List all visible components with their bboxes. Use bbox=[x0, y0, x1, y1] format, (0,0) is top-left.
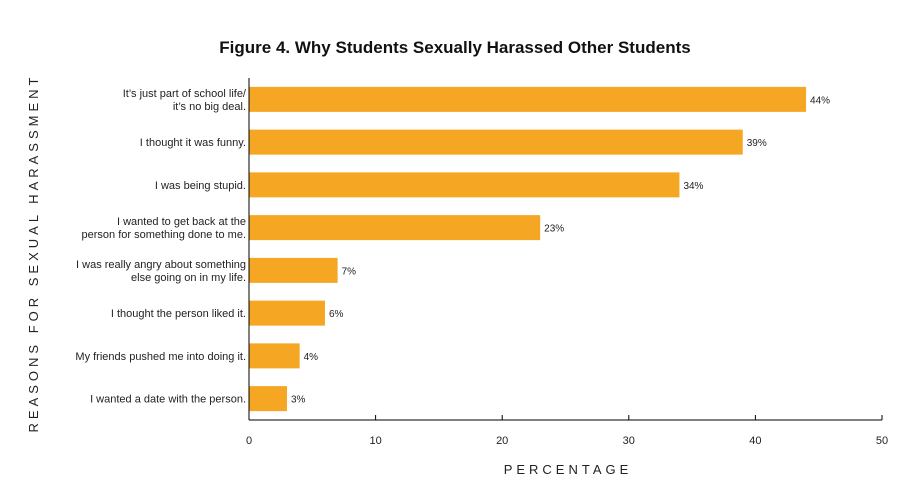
category-label: it’s no big deal. bbox=[173, 101, 246, 113]
bar bbox=[249, 215, 541, 241]
category-label: else going on in my life. bbox=[131, 272, 246, 284]
category-label: I wanted a date with the person. bbox=[90, 394, 246, 406]
x-tick-label: 20 bbox=[496, 435, 508, 447]
x-tick-label: 40 bbox=[749, 435, 761, 447]
x-tick-label: 50 bbox=[876, 435, 888, 447]
bar-value-label: 44% bbox=[810, 95, 830, 106]
category-label: I thought it was funny. bbox=[140, 137, 246, 149]
category-label: I thought the person liked it. bbox=[111, 308, 246, 320]
bar bbox=[249, 343, 300, 369]
x-tick-label: 0 bbox=[246, 435, 252, 447]
bar bbox=[249, 86, 807, 112]
x-axis-label: PERCENTAGE bbox=[504, 462, 633, 477]
category-label: I wanted to get back at the bbox=[117, 216, 246, 228]
bar-value-label: 6% bbox=[329, 309, 344, 320]
category-label: It’s just part of school life/ bbox=[123, 88, 247, 100]
category-label: person for something done to me. bbox=[82, 229, 246, 241]
bar bbox=[249, 172, 680, 198]
bar-value-label: 34% bbox=[683, 181, 703, 192]
plot-area: 0 10 20 30 40 50 44% It’s just part of school l… bbox=[75, 78, 888, 447]
bar bbox=[249, 300, 325, 326]
category-label: I was being stupid. bbox=[155, 180, 246, 192]
bar-value-label: 3% bbox=[291, 395, 306, 406]
x-tick-label: 30 bbox=[623, 435, 635, 447]
bar-value-label: 23% bbox=[544, 224, 564, 235]
chart-title: Figure 4. Why Students Sexually Harassed… bbox=[219, 38, 690, 57]
bar bbox=[249, 129, 743, 155]
x-tick-label: 10 bbox=[369, 435, 381, 447]
y-axis-label: REASONS FOR SEXUAL HARASSMENT bbox=[26, 74, 41, 433]
bar-value-label: 4% bbox=[304, 352, 319, 363]
bar bbox=[249, 386, 287, 412]
bar-value-label: 39% bbox=[747, 138, 767, 149]
bar-value-label: 7% bbox=[342, 266, 357, 277]
bar bbox=[249, 257, 338, 283]
category-label: I was really angry about something bbox=[76, 259, 246, 271]
category-label: My friends pushed me into doing it. bbox=[75, 351, 246, 363]
